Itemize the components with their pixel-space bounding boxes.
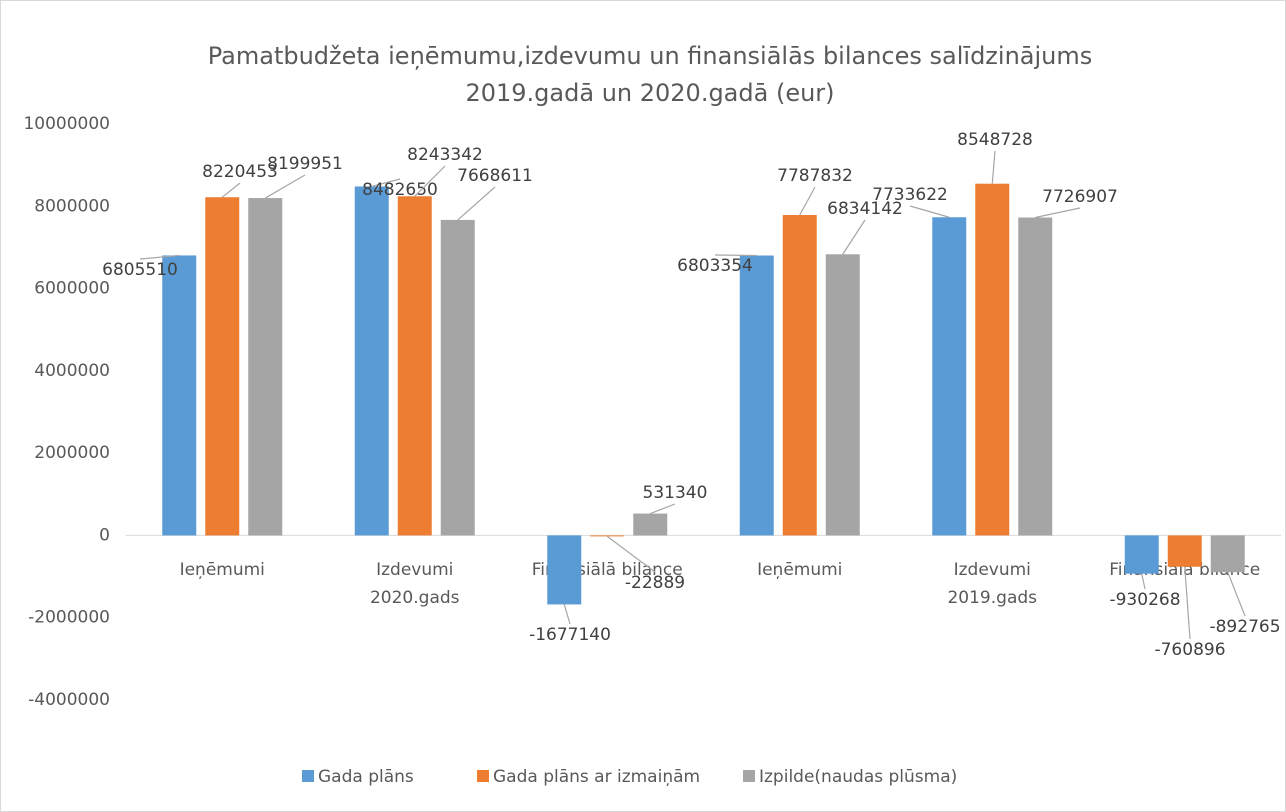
data-label: 8548728 xyxy=(957,130,1033,150)
y-tick-label: 2000000 xyxy=(34,443,110,463)
leader-line xyxy=(909,205,950,218)
legend-label: Izpilde(naudas plūsma) xyxy=(759,767,957,787)
data-label: 6805510 xyxy=(102,260,178,280)
bar xyxy=(248,198,283,536)
data-label: 8482650 xyxy=(362,180,438,200)
data-label: 8220453 xyxy=(202,162,278,182)
leader-line xyxy=(714,254,757,257)
bar xyxy=(1210,535,1245,573)
legend-swatch xyxy=(477,770,489,782)
data-label: 7787832 xyxy=(777,166,853,186)
bar xyxy=(825,254,860,536)
bar xyxy=(782,215,817,536)
data-label: -930268 xyxy=(1109,590,1180,610)
bar xyxy=(440,219,475,536)
leader-line xyxy=(650,503,676,515)
leader-line xyxy=(1141,573,1146,590)
bar xyxy=(162,255,197,536)
leader-line xyxy=(563,604,571,625)
leader-line xyxy=(264,174,306,199)
data-label: 531340 xyxy=(643,483,708,503)
legend-label: Gada plāns ar izmaiņām xyxy=(493,767,700,787)
bar xyxy=(354,186,389,536)
bar xyxy=(205,197,240,536)
legend-label: Gada plāns xyxy=(318,767,414,787)
bar xyxy=(1018,217,1053,536)
leader-line xyxy=(221,182,241,198)
bar xyxy=(975,183,1010,536)
leader-line xyxy=(842,219,866,255)
data-label: 7726907 xyxy=(1042,187,1118,207)
x-tick-label: Ieņēmumi xyxy=(180,560,265,580)
bar xyxy=(932,217,967,536)
leader-line xyxy=(457,186,496,221)
data-label: 6803354 xyxy=(677,256,753,276)
x-tick-label: Izdevumi xyxy=(954,560,1031,580)
y-tick-label: 6000000 xyxy=(34,279,110,299)
data-label: -22889 xyxy=(625,573,685,593)
group-label: 2019.gads xyxy=(947,588,1037,608)
y-tick-label: 10000000 xyxy=(23,114,110,134)
leader-line xyxy=(1035,207,1081,219)
data-label: -760896 xyxy=(1154,640,1225,660)
leader-line xyxy=(799,186,816,216)
data-label: 7668611 xyxy=(457,166,533,186)
leader-line xyxy=(1227,571,1246,617)
leader-line xyxy=(371,178,401,188)
bar xyxy=(1124,535,1159,574)
data-label: 8243342 xyxy=(407,145,483,165)
leader-line xyxy=(139,254,180,260)
bar xyxy=(633,513,668,536)
x-tick-label: Ieņēmumi xyxy=(757,560,842,580)
y-tick-label: 0 xyxy=(99,525,110,545)
group-label: 2020.gads xyxy=(370,588,460,608)
data-label: 7733622 xyxy=(872,185,948,205)
data-label: 8199951 xyxy=(267,154,343,174)
x-tick-label: Izdevumi xyxy=(376,560,453,580)
leader-line xyxy=(414,165,446,197)
y-tick-label: -2000000 xyxy=(28,608,110,628)
y-tick-label: 4000000 xyxy=(34,361,110,381)
leader-line xyxy=(1184,566,1191,640)
bar xyxy=(397,196,432,536)
leader-line xyxy=(606,535,656,573)
legend-swatch xyxy=(743,770,755,782)
bar xyxy=(739,255,774,536)
data-label: 6834142 xyxy=(827,199,903,219)
y-tick-label: 8000000 xyxy=(34,196,110,216)
data-label: -892765 xyxy=(1209,617,1280,637)
bar xyxy=(547,535,582,605)
leader-line xyxy=(991,150,996,184)
data-label: -1677140 xyxy=(529,625,611,645)
chart-title: Pamatbudžeta ieņēmumu,izdevumu un finans… xyxy=(207,42,1093,107)
bar xyxy=(1167,535,1202,567)
legend-swatch xyxy=(302,770,314,782)
y-tick-label: -4000000 xyxy=(28,690,110,710)
bar xyxy=(590,535,625,537)
